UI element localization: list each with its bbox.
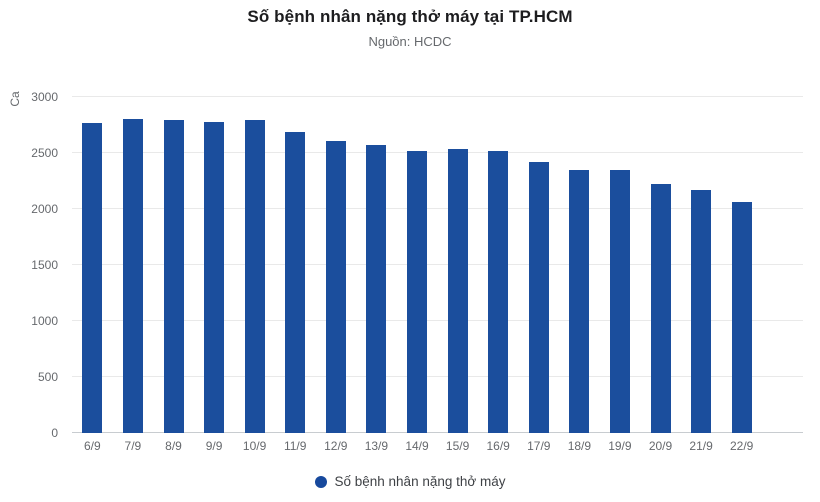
y-axis-tick-label: 3000: [31, 90, 58, 104]
x-axis-tick-label: 8/9: [165, 439, 182, 453]
y-axis-tick-label: 1000: [31, 314, 58, 328]
x-axis-tick-label: 7/9: [124, 439, 142, 453]
y-axis-tick-label: 500: [37, 370, 58, 384]
bar-19/9[interactable]: [609, 169, 630, 433]
x-axis-tick-label: 20/9: [648, 439, 673, 453]
gridline: [72, 264, 803, 265]
bar-21/9[interactable]: [691, 190, 712, 433]
bar-10/9[interactable]: [244, 120, 265, 433]
bar-15/9[interactable]: [447, 148, 468, 433]
y-axis-tick-label: 1500: [31, 258, 58, 272]
x-axis-tick-label: 9/9: [205, 439, 223, 453]
x-axis-tick-label: 22/9: [730, 439, 754, 453]
plot-area: [72, 96, 803, 433]
chart-title: Số bệnh nhân nặng thở máy tại TP.HCM: [247, 7, 573, 26]
legend-item[interactable]: Số bệnh nhân nặng thở máy: [0, 474, 820, 489]
x-axis-tick-label: 6/9: [83, 439, 101, 453]
x-axis-tick-label: 10/9: [242, 439, 267, 453]
bar-16/9[interactable]: [488, 151, 509, 433]
bar-18/9[interactable]: [569, 170, 590, 433]
x-axis-tick-label: 16/9: [486, 439, 510, 453]
legend-marker-icon: [314, 475, 327, 488]
x-axis-line: [72, 432, 803, 433]
bar-8/9[interactable]: [163, 120, 184, 433]
gridline: [72, 376, 803, 377]
x-axis-tick-label: 15/9: [445, 439, 470, 453]
y-axis-tick-label: 2000: [31, 202, 58, 216]
bar-12/9[interactable]: [325, 140, 346, 433]
x-axis-tick-label: 18/9: [567, 439, 592, 453]
bar-9/9[interactable]: [204, 121, 225, 433]
x-axis-tick-label: 14/9: [405, 439, 429, 453]
bar-14/9[interactable]: [407, 150, 427, 433]
gridline: [72, 208, 803, 209]
legend-label: Số bệnh nhân nặng thở máy: [334, 474, 506, 489]
bar-6/9[interactable]: [82, 122, 103, 433]
x-axis-tick-label: 13/9: [364, 439, 389, 453]
x-axis-tick-label: 12/9: [324, 439, 348, 453]
y-axis-tick-label: 0: [51, 426, 58, 440]
x-axis-tick-label: 17/9: [527, 439, 551, 453]
bar-7/9[interactable]: [122, 118, 143, 433]
y-axis-tick-label: 2500: [31, 146, 58, 160]
bar-11/9[interactable]: [285, 132, 306, 433]
x-axis-tick-label: 11/9: [283, 439, 307, 453]
x-axis-tick-label: 21/9: [689, 439, 713, 453]
gridline: [72, 152, 803, 153]
bar-20/9[interactable]: [650, 183, 671, 433]
gridline: [72, 320, 803, 321]
bar-13/9[interactable]: [366, 145, 387, 433]
x-axis-tick-label: 19/9: [608, 439, 632, 453]
bar-22/9[interactable]: [731, 202, 752, 433]
chart-subtitle: Nguồn: HCDC: [368, 34, 452, 49]
gridline: [72, 96, 803, 97]
bar-17/9[interactable]: [528, 162, 549, 433]
